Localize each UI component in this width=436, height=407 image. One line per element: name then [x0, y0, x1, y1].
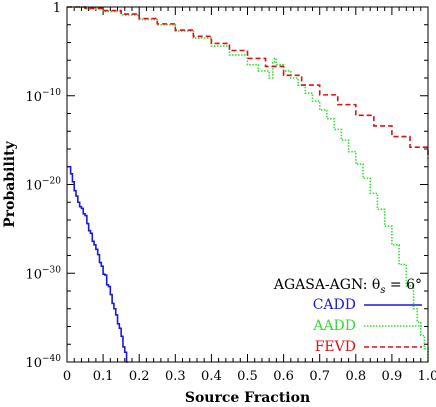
y-tick-label: 10−30: [25, 265, 61, 282]
x-tick-label: 0.9: [382, 369, 403, 384]
y-tick-label: 10−40: [25, 354, 61, 371]
legend-label-aadd: AADD: [312, 318, 356, 334]
x-tick-label: 0.8: [345, 369, 366, 384]
x-tick-label: 0.6: [273, 369, 294, 384]
y-tick-label: 10−10: [25, 88, 61, 105]
x-tick-label: 0: [63, 369, 71, 384]
x-tick-label: 1.0: [418, 369, 436, 384]
x-axis-title: Source Fraction: [185, 390, 310, 406]
series-line-cadd: [67, 165, 129, 363]
legend-header: AGASA-AGN: θs = 6°: [273, 277, 422, 296]
legend-label-cadd: CADD: [313, 297, 356, 313]
y-tick-label: 10−20: [25, 177, 61, 194]
y-axis-title: Probability: [2, 140, 18, 227]
plot-frame: [66, 6, 429, 363]
x-tick-label: 0.1: [93, 369, 114, 384]
x-tick-label: 0.2: [129, 369, 150, 384]
series-line-fevd: [67, 6, 429, 159]
x-tick-label: 0.5: [237, 369, 258, 384]
series-lines: [67, 6, 429, 363]
series-line-aadd: [67, 6, 429, 362]
x-tick-label: 0.7: [309, 369, 330, 384]
y-tick-label: 1: [53, 1, 61, 16]
tick-labels: 0 0.1 0.2 0.3 0.4 0.5 0.6 0.7 0.8 0.9 1.0 1 10−10 10−…: [25, 1, 436, 384]
legend-label-fevd: FEVD: [315, 339, 356, 355]
x-tick-label: 0.4: [201, 369, 222, 384]
x-tick-label: 0.3: [165, 369, 186, 384]
legend: AGASA-AGN: θs = 6°CADD AADD FEVD: [273, 277, 422, 355]
axis-ticks: [66, 6, 429, 363]
